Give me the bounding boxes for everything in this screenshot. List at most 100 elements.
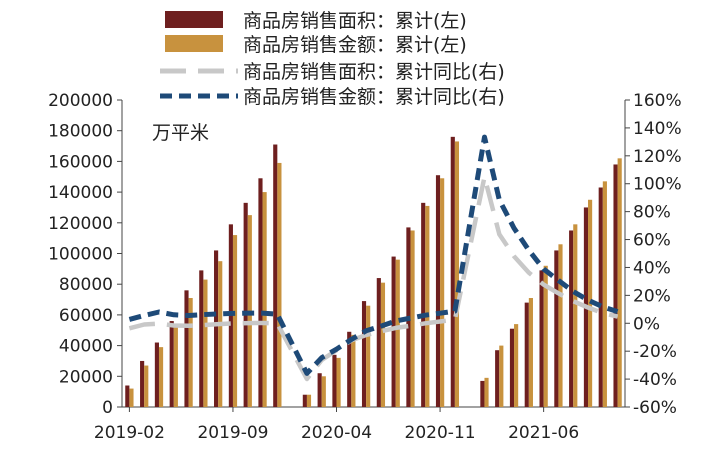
x-tick-label: 2021-06 xyxy=(508,423,579,443)
y-right-tick-label: 160% xyxy=(633,91,682,111)
x-tick-label: 2020-04 xyxy=(301,423,372,443)
y-right-tick-label: 120% xyxy=(633,147,682,167)
bar xyxy=(129,388,134,407)
bar xyxy=(173,325,178,407)
bar xyxy=(302,394,307,407)
bar xyxy=(480,380,485,407)
bar xyxy=(144,365,149,407)
bar xyxy=(317,373,322,407)
bar xyxy=(573,224,578,407)
legend: 商品房销售面积：累计(左)商品房销售金额：累计(左) 商品房销售面积：累计同比(右… xyxy=(160,10,505,108)
y-left-tick-label: 200000 xyxy=(48,91,113,111)
bar xyxy=(569,230,574,407)
bar xyxy=(410,230,415,407)
bar xyxy=(306,394,312,407)
bar xyxy=(258,178,263,407)
bar xyxy=(336,357,341,407)
bar xyxy=(184,290,189,407)
legend-swatch xyxy=(165,11,223,28)
bar xyxy=(395,259,400,407)
bar xyxy=(598,187,603,407)
lines xyxy=(128,134,619,382)
bar xyxy=(277,162,282,407)
bar xyxy=(421,202,426,407)
legend-label: 商品房销售面积：累计同比(右) xyxy=(243,61,505,83)
y-right-tick-label: 140% xyxy=(633,119,682,139)
bar xyxy=(499,345,504,407)
bar xyxy=(554,250,559,407)
bar xyxy=(376,278,381,407)
bar xyxy=(509,328,515,407)
y-left-tick-label: 180000 xyxy=(48,122,113,142)
unit-label: 万平米 xyxy=(152,122,209,144)
y-right-tick-label: -20% xyxy=(633,342,677,362)
line-area-yoy xyxy=(128,174,619,382)
bar xyxy=(262,192,267,407)
bar xyxy=(380,282,386,407)
bar xyxy=(391,256,396,407)
legend-label: 商品房销售金额：累计(左) xyxy=(243,34,467,56)
y-left-tick-label: 80000 xyxy=(59,275,113,295)
legend-item: 商品房销售金额：累计同比(右) xyxy=(160,86,505,108)
axes: 0 20000 40000 60000 80000 100000 120000 140000 1… xyxy=(48,91,682,443)
x-tick-label: 2019-09 xyxy=(197,423,268,443)
bars xyxy=(125,136,622,407)
legend-item: 商品房销售面积：累计(左) xyxy=(165,10,467,32)
legend-label: 商品房销售面积：累计(左) xyxy=(243,10,467,32)
bar xyxy=(450,136,455,407)
legend-item: 商品房销售金额：累计(左) xyxy=(165,34,467,56)
y-right-tick-label: 20% xyxy=(633,286,671,306)
y-right-tick-label: 60% xyxy=(633,231,671,251)
bar xyxy=(440,178,445,407)
legend-label: 商品房销售金额：累计同比(右) xyxy=(243,86,505,108)
bar xyxy=(495,350,500,407)
y-right-tick-label: 100% xyxy=(633,175,682,195)
bar xyxy=(243,202,248,407)
bar xyxy=(366,305,371,407)
y-left-tick-label: 100000 xyxy=(48,245,113,265)
bar xyxy=(188,298,193,407)
bar xyxy=(321,376,326,407)
bar xyxy=(203,279,208,407)
bar xyxy=(169,321,174,407)
line-amount-yoy xyxy=(128,134,619,376)
y-right-tick-label: 40% xyxy=(633,258,671,278)
bar xyxy=(425,205,430,407)
y-left-tick-label: 120000 xyxy=(48,214,113,234)
bar xyxy=(140,360,145,407)
y-right-tick-label: -40% xyxy=(633,370,677,390)
legend-item: 商品房销售面积：累计同比(右) xyxy=(160,61,505,83)
y-left-tick-label: 60000 xyxy=(59,306,113,326)
y-right-tick-label: 0% xyxy=(633,314,660,334)
bar xyxy=(347,331,352,407)
bar xyxy=(273,144,278,407)
bar xyxy=(602,181,607,407)
bar xyxy=(125,385,130,407)
bar xyxy=(158,347,164,407)
bar xyxy=(232,235,238,407)
bar xyxy=(199,270,204,407)
x-tick-label: 2020-11 xyxy=(405,423,476,443)
bar xyxy=(361,301,367,407)
bar xyxy=(332,354,337,407)
bar xyxy=(218,261,223,407)
y-left-tick-label: 140000 xyxy=(48,183,113,203)
y-left-tick-label: 160000 xyxy=(48,152,113,172)
bar xyxy=(154,342,159,407)
bar xyxy=(543,265,548,407)
bar xyxy=(214,250,219,407)
y-left-tick-label: 40000 xyxy=(59,337,113,357)
bar xyxy=(539,270,544,407)
y-right-tick-label: 80% xyxy=(633,203,671,223)
bar xyxy=(454,141,460,407)
bar xyxy=(484,377,489,407)
bar xyxy=(528,298,533,407)
bar xyxy=(351,334,356,407)
bar xyxy=(435,175,441,407)
bar xyxy=(613,164,618,407)
bar xyxy=(514,324,519,407)
legend-swatch xyxy=(165,35,223,52)
bar xyxy=(524,302,529,407)
bar xyxy=(617,158,622,407)
